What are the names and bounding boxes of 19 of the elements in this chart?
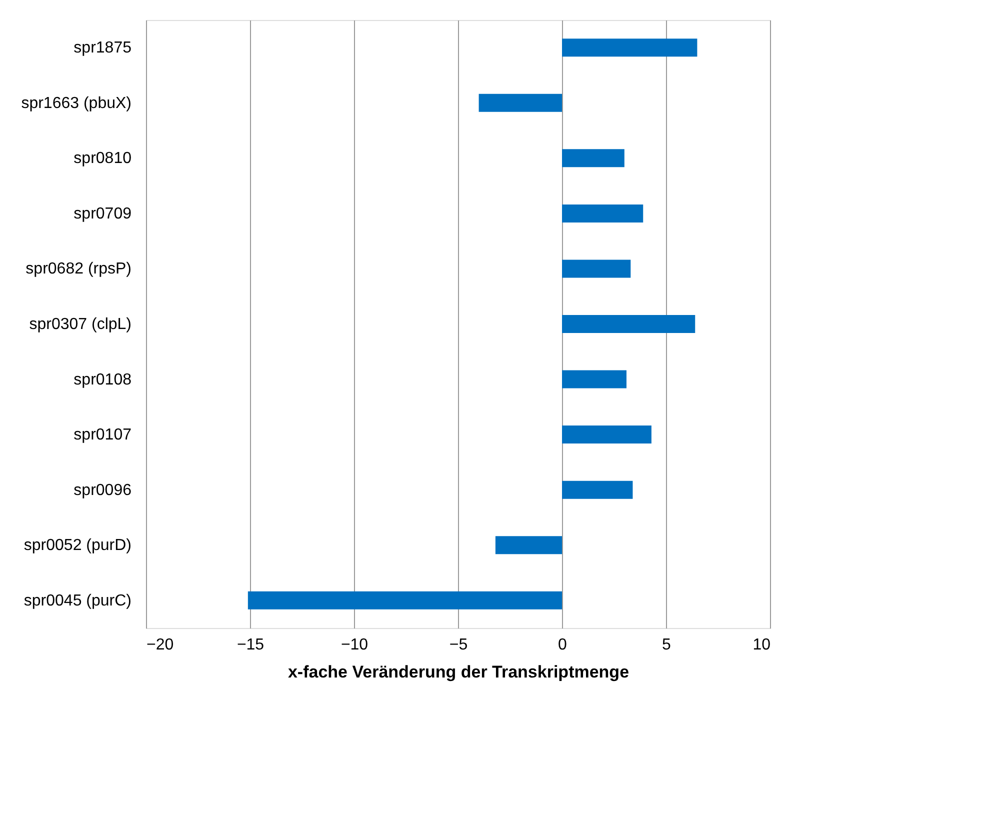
y-tick-label: spr0709 xyxy=(74,205,132,222)
y-tick-label: spr1875 xyxy=(74,40,132,57)
x-tick-label: −15 xyxy=(236,636,264,654)
y-tick-label: spr1663 (pbuX) xyxy=(21,94,132,112)
y-tick-label: spr0045 (purC) xyxy=(24,592,132,610)
x-tick-label: −10 xyxy=(340,636,368,654)
y-tick-label: spr0052 (purD) xyxy=(24,537,132,554)
y-tick-label: spr0108 xyxy=(74,371,132,388)
y-tick-label: spr0096 xyxy=(74,482,132,499)
y-tick-label: spr0307 (clpL) xyxy=(29,316,132,333)
x-tick-label: −20 xyxy=(146,636,174,654)
y-tick-label: spr0682 (rpsP) xyxy=(26,260,132,278)
x-tick-label: −5 xyxy=(449,636,468,654)
x-tick-label: 5 xyxy=(662,636,672,654)
y-tick-label: spr0107 xyxy=(74,426,132,444)
y-tick-label: spr0810 xyxy=(74,150,132,168)
x-tick-label: 10 xyxy=(752,636,771,654)
x-axis-title: x-fache Veränderung der Transkriptmenge xyxy=(288,662,630,682)
x-tick-label: 0 xyxy=(558,636,568,654)
